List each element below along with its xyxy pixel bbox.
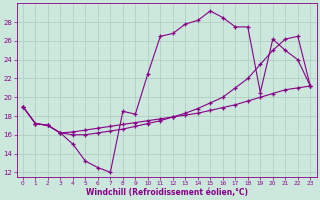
- X-axis label: Windchill (Refroidissement éolien,°C): Windchill (Refroidissement éolien,°C): [85, 188, 248, 197]
